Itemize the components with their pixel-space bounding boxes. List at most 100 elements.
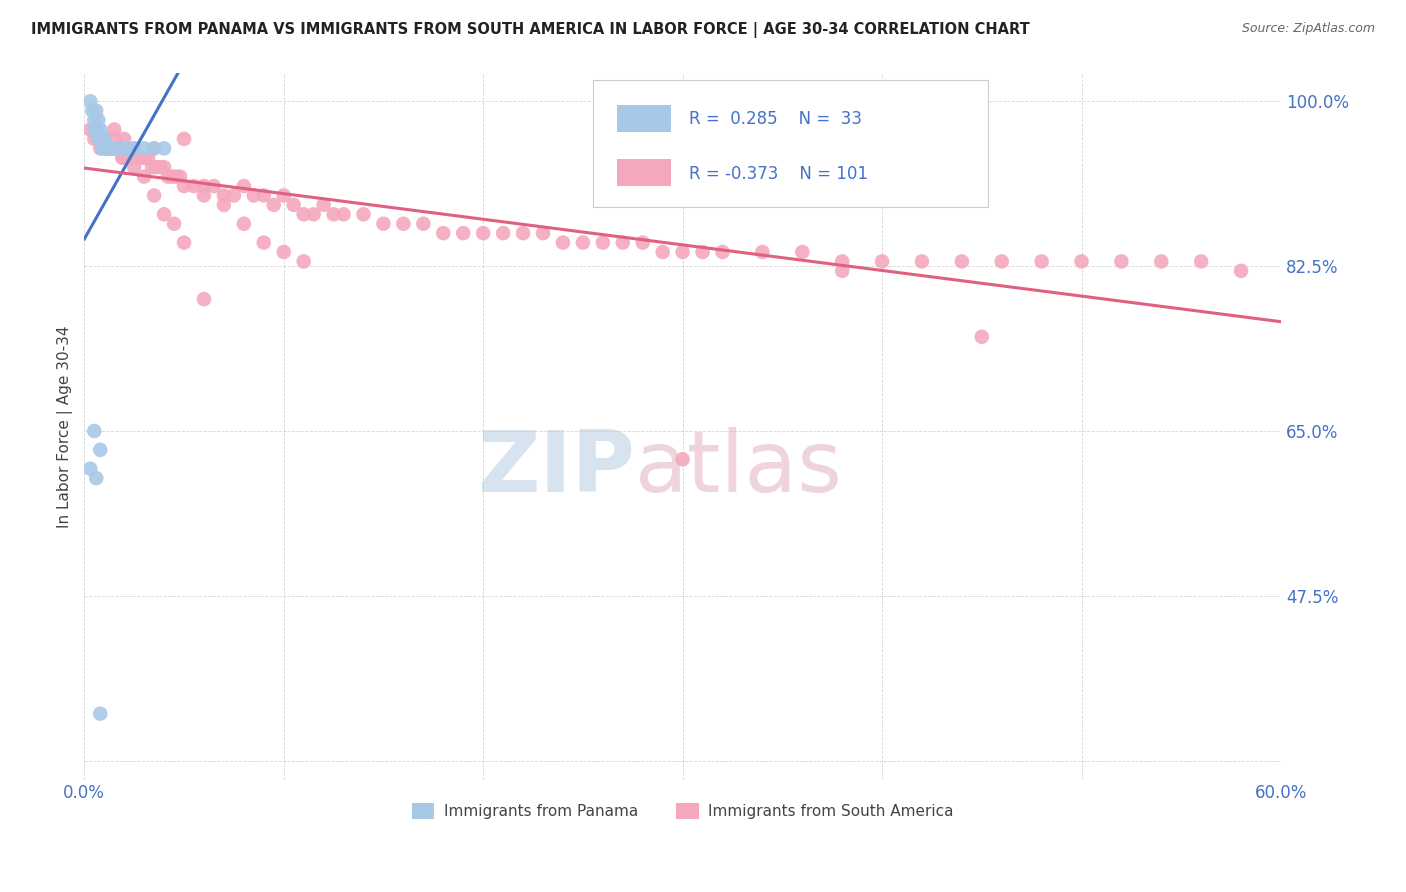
Point (672, 245, 695, 260)
FancyBboxPatch shape (593, 80, 988, 207)
Point (112, 141, 135, 155)
Point (990, 254, 1012, 268)
Point (89, 706, 111, 721)
Point (831, 254, 853, 268)
Point (83, 113, 105, 128)
Point (572, 235, 595, 250)
Point (451, 226, 474, 240)
Point (121, 151, 143, 165)
Point (149, 160, 172, 174)
Point (93, 132, 115, 146)
Point (1031, 254, 1053, 268)
Point (117, 141, 139, 155)
Point (392, 217, 415, 231)
Point (551, 235, 574, 250)
Text: R =  0.285    N =  33: R = 0.285 N = 33 (689, 110, 862, 128)
Point (157, 169, 180, 184)
Point (911, 254, 934, 268)
Point (96, 141, 118, 155)
Point (243, 188, 266, 202)
Point (169, 169, 191, 184)
Point (193, 179, 215, 194)
Point (101, 141, 124, 155)
Point (103, 141, 125, 155)
Point (472, 226, 495, 240)
Point (631, 235, 654, 250)
Point (1150, 254, 1173, 268)
Point (412, 217, 434, 231)
Point (89, 141, 111, 155)
Point (173, 132, 195, 146)
Point (273, 188, 295, 202)
Point (143, 141, 166, 155)
Point (103, 132, 125, 146)
Point (612, 235, 634, 250)
Point (134, 141, 156, 155)
Point (1111, 254, 1133, 268)
Point (83, 132, 105, 146)
Point (492, 226, 515, 240)
Text: Source: ZipAtlas.com: Source: ZipAtlas.com (1241, 22, 1375, 36)
Point (87, 132, 110, 146)
Point (143, 188, 166, 202)
Bar (617, 159, 671, 186)
Text: ZIP: ZIP (477, 427, 634, 510)
Point (751, 245, 773, 260)
Point (165, 169, 187, 184)
Point (141, 160, 163, 174)
Point (232, 217, 254, 231)
Point (1070, 254, 1092, 268)
Point (531, 226, 554, 240)
Point (1230, 264, 1253, 278)
Point (592, 235, 614, 250)
Point (651, 245, 673, 260)
Bar (617, 104, 671, 132)
Point (193, 188, 215, 202)
Point (711, 245, 734, 260)
Point (870, 254, 893, 268)
Point (212, 198, 235, 212)
Point (222, 188, 245, 202)
Point (89, 132, 111, 146)
Point (212, 188, 235, 202)
Point (127, 151, 149, 165)
Point (692, 245, 714, 260)
Point (97, 141, 120, 155)
Point (143, 141, 166, 155)
Point (129, 151, 152, 165)
Point (153, 207, 176, 221)
Point (89, 442, 111, 457)
Point (111, 151, 134, 165)
Point (163, 217, 186, 231)
Point (96, 141, 118, 155)
Point (84, 103, 107, 118)
Point (93, 141, 115, 155)
Point (253, 235, 276, 250)
Point (87, 132, 110, 146)
Point (283, 198, 305, 212)
Point (136, 151, 159, 165)
Point (89, 122, 111, 136)
Point (105, 141, 128, 155)
Point (82, 103, 104, 118)
Point (107, 141, 129, 155)
Point (87, 113, 110, 128)
Point (322, 207, 344, 221)
Point (292, 207, 315, 221)
Point (107, 141, 129, 155)
Point (173, 235, 195, 250)
Point (353, 207, 375, 221)
Point (672, 452, 695, 467)
Point (122, 160, 145, 174)
Point (83, 122, 105, 136)
Point (1189, 254, 1212, 268)
Point (117, 151, 139, 165)
Point (84, 471, 107, 485)
Point (253, 188, 276, 202)
Y-axis label: In Labor Force | Age 30-34: In Labor Force | Age 30-34 (58, 325, 73, 527)
Point (122, 141, 145, 155)
Point (292, 254, 315, 268)
Point (145, 160, 167, 174)
Legend: Immigrants from Panama, Immigrants from South America: Immigrants from Panama, Immigrants from … (405, 797, 960, 825)
Point (160, 169, 183, 184)
